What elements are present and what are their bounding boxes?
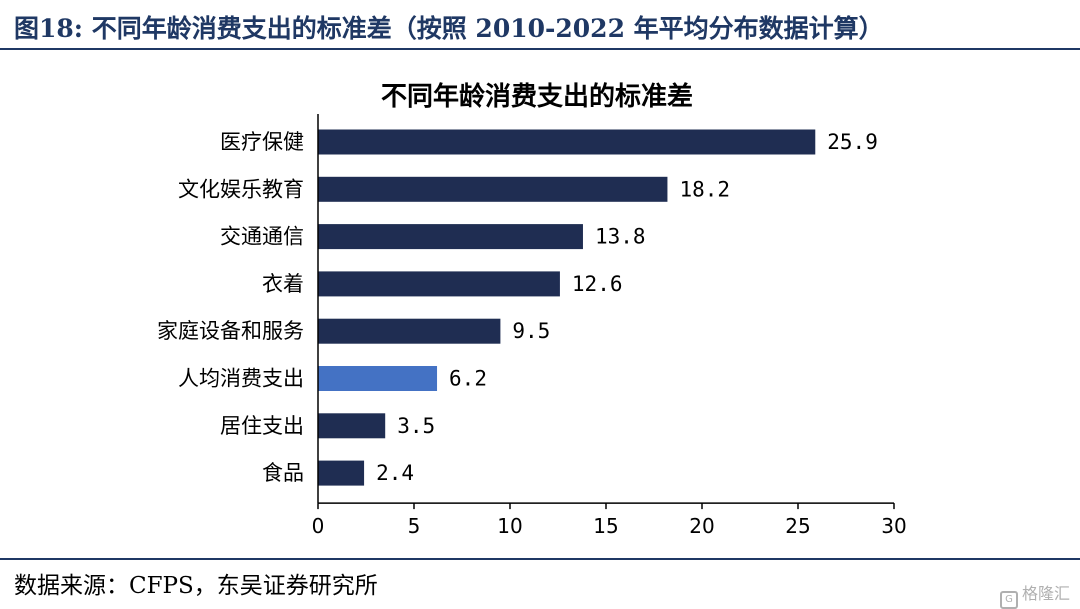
x-tick-label-4: 20 xyxy=(689,514,714,538)
watermark: G 格隆汇 xyxy=(999,580,1070,609)
bar-5 xyxy=(318,366,438,391)
axes-group: 0 5 10 15 20 25 30 xyxy=(312,114,907,538)
value-label-2: 13.8 xyxy=(595,225,646,249)
category-label-6: 居住支出 xyxy=(220,414,304,438)
category-label-4: 家庭设备和服务 xyxy=(157,319,304,343)
category-label-0: 医疗保健 xyxy=(220,130,304,154)
bar-7 xyxy=(318,460,365,486)
x-tick-label-1: 5 xyxy=(408,514,421,538)
x-tick-label-0: 0 xyxy=(312,514,325,538)
figure-header: 图18: 不同年龄消费支出的标准差（按照 2010-2022 年平均分布数据计算… xyxy=(0,0,1080,48)
chart-title: 不同年龄消费支出的标准差 xyxy=(381,81,693,112)
value-label-3: 12.6 xyxy=(572,272,623,296)
category-label-5: 人均消费支出 xyxy=(178,367,304,391)
category-label-1: 文化娱乐教育 xyxy=(178,177,304,201)
x-tick-label-2: 10 xyxy=(497,514,522,538)
category-label-2: 交通通信 xyxy=(220,225,304,249)
x-tick-label-5: 25 xyxy=(785,514,810,538)
top-rule xyxy=(0,48,1080,50)
value-label-6: 3.5 xyxy=(397,414,435,438)
x-tick-label-3: 15 xyxy=(593,514,618,538)
figure-title: 图18: 不同年龄消费支出的标准差（按照 2010-2022 年平均分布数据计算… xyxy=(14,14,884,43)
watermark-text: 格隆汇 xyxy=(1021,584,1070,603)
category-label-3: 衣着 xyxy=(262,272,304,296)
bar-chart: 不同年龄消费支出的标准差 医疗保健 25.9 文化娱乐教育 18.2 交通通信 13.8 衣… xyxy=(157,81,907,538)
source-note: 数据来源：CFPS，东吴证券研究所 xyxy=(14,573,378,599)
bar-0 xyxy=(318,129,816,155)
value-label-7: 2.4 xyxy=(376,461,414,485)
bottom-rule xyxy=(0,558,1080,560)
category-label-7: 食品 xyxy=(262,461,304,485)
bar-6 xyxy=(318,413,386,439)
value-label-1: 18.2 xyxy=(679,177,730,201)
watermark-logo-icon: G xyxy=(999,591,1018,609)
value-label-4: 9.5 xyxy=(512,319,550,343)
x-tick-label-6: 30 xyxy=(881,514,906,538)
value-label-0: 25.9 xyxy=(827,130,878,154)
bar-2 xyxy=(318,224,583,250)
bars-group: 医疗保健 25.9 文化娱乐教育 18.2 交通通信 13.8 衣着 12.6 家庭设备和服务 9… xyxy=(157,129,878,486)
bar-3 xyxy=(318,271,560,297)
value-label-5: 6.2 xyxy=(449,367,487,391)
bar-1 xyxy=(318,176,668,202)
bar-4 xyxy=(318,318,501,344)
